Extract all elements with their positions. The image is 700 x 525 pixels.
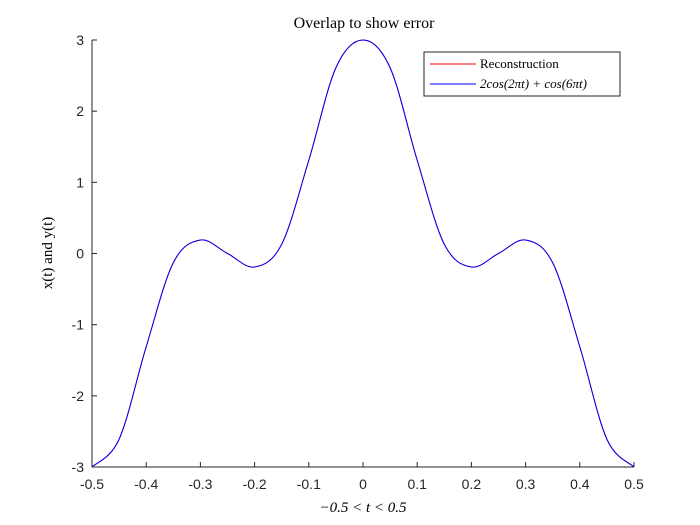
x-tick-label: -0.4 bbox=[134, 476, 158, 492]
x-ticks: -0.5 -0.4 -0.3 -0.2 -0.1 0 0.1 0.2 0.3 0.4 0.5 bbox=[80, 462, 644, 492]
y-tick-label: 2 bbox=[76, 103, 84, 119]
series-line-signal bbox=[91, 39, 635, 468]
y-tick-label: 1 bbox=[76, 174, 84, 190]
x-tick-label: 0.1 bbox=[407, 476, 427, 492]
chart-title: Overlap to show error bbox=[294, 15, 436, 32]
y-tick-label: -3 bbox=[72, 459, 85, 475]
x-tick-label: -0.5 bbox=[80, 476, 104, 492]
x-tick-label: 0.3 bbox=[516, 476, 536, 492]
y-axis-label: x(t) and y(t) bbox=[40, 217, 56, 289]
legend-label-signal: 2cos(2πt) + cos(6πt) bbox=[480, 76, 587, 91]
x-tick-label: 0.2 bbox=[462, 476, 482, 492]
series-line-reconstruction bbox=[91, 39, 635, 468]
x-tick-label: 0.5 bbox=[624, 476, 644, 492]
legend-label-reconstruction: Reconstruction bbox=[480, 56, 559, 71]
x-tick-label: -0.3 bbox=[188, 476, 212, 492]
x-tick-label: -0.2 bbox=[243, 476, 267, 492]
legend: Reconstruction 2cos(2πt) + cos(6πt) bbox=[423, 51, 621, 97]
y-tick-label: -2 bbox=[72, 388, 85, 404]
x-axis-label: −0.5 < t < 0.5 bbox=[319, 500, 407, 516]
y-ticks: -3 -2 -1 0 1 2 3 bbox=[72, 32, 97, 475]
x-tick-label: -0.1 bbox=[297, 476, 321, 492]
series-group bbox=[91, 39, 635, 468]
x-tick-label: 0.4 bbox=[570, 476, 590, 492]
y-tick-label: 0 bbox=[76, 246, 84, 262]
x-tick-label: 0 bbox=[359, 476, 367, 492]
y-tick-label: 3 bbox=[76, 32, 84, 48]
legend-box bbox=[423, 51, 621, 97]
y-tick-label: -1 bbox=[72, 317, 85, 333]
